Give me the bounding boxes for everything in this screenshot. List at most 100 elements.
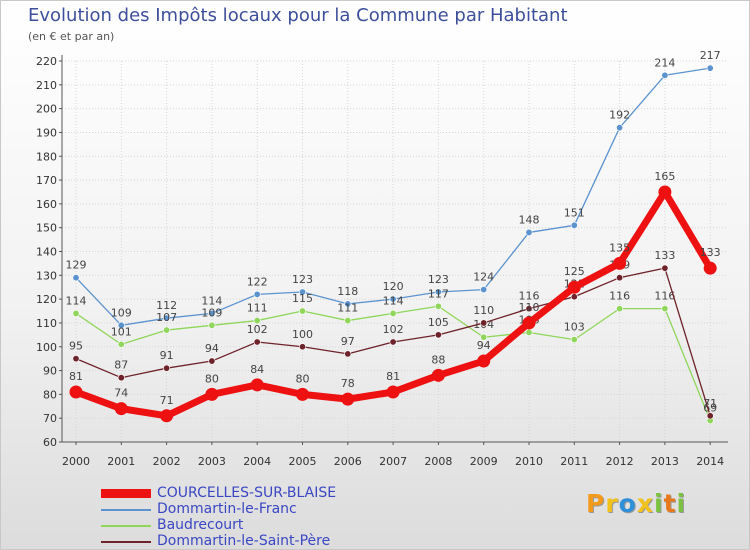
data-label-courcelles-sur-blaise: 74 (114, 387, 128, 400)
y-tick-label: 60 (43, 436, 57, 449)
data-point-baudrecourt (344, 317, 352, 325)
data-label-dommartin-le-franc: 109 (111, 306, 132, 319)
data-point-dommartin-le-franc (253, 290, 261, 298)
data-point-dommartin-le-saint-p-re (389, 338, 397, 346)
data-label-baudrecourt: 114 (383, 294, 404, 307)
data-point-baudrecourt (570, 336, 578, 344)
x-tick-label: 2006 (334, 455, 362, 468)
x-tick-label: 2014 (696, 455, 724, 468)
y-tick-label: 90 (43, 365, 57, 378)
data-label-dommartin-le-franc: 148 (519, 213, 540, 226)
data-label-dommartin-le-franc: 112 (156, 299, 177, 312)
data-point-courcelles-sur-blaise (477, 354, 491, 368)
data-label-dommartin-le-franc: 217 (700, 49, 721, 62)
data-label-baudrecourt: 115 (292, 292, 313, 305)
data-point-dommartin-le-saint-p-re (253, 338, 261, 346)
data-label-dommartin-le-saint-p-re: 87 (114, 359, 128, 372)
data-point-dommartin-le-saint-p-re (163, 364, 171, 372)
data-point-dommartin-le-franc (661, 71, 669, 79)
data-point-dommartin-le-franc (570, 221, 578, 229)
y-tick-label: 180 (36, 150, 57, 163)
data-point-courcelles-sur-blaise (160, 409, 174, 423)
data-point-baudrecourt (661, 305, 669, 313)
y-tick-label: 110 (36, 317, 57, 330)
y-tick-label: 120 (36, 293, 57, 306)
data-point-dommartin-le-saint-p-re (570, 293, 578, 301)
data-label-courcelles-sur-blaise: 71 (160, 394, 174, 407)
x-tick-label: 2007 (379, 455, 407, 468)
data-label-dommartin-le-franc: 122 (247, 275, 268, 288)
data-label-dommartin-le-saint-p-re: 71 (703, 397, 717, 410)
legend-label: Dommartin-le-Saint-Père (157, 533, 331, 549)
data-label-dommartin-le-franc: 129 (66, 259, 87, 272)
data-point-baudrecourt (434, 302, 442, 310)
chart-subtitle: (en € et par an) (28, 30, 115, 43)
x-tick-label: 2003 (198, 455, 226, 468)
data-point-dommartin-le-franc (208, 309, 216, 317)
data-label-baudrecourt: 116 (609, 290, 630, 303)
data-label-dommartin-le-saint-p-re: 94 (205, 342, 219, 355)
y-tick-label: 160 (36, 198, 57, 211)
data-point-dommartin-le-franc (706, 64, 714, 72)
data-label-courcelles-sur-blaise: 81 (386, 370, 400, 383)
x-tick-label: 2012 (606, 455, 634, 468)
chart-title: Evolution des Impôts locaux pour la Comm… (28, 5, 568, 26)
data-label-dommartin-le-saint-p-re: 116 (519, 290, 540, 303)
data-label-dommartin-le-franc: 114 (201, 294, 222, 307)
y-tick-label: 220 (36, 55, 57, 68)
y-tick-label: 190 (36, 126, 57, 139)
y-tick-label: 200 (36, 103, 57, 116)
data-label-baudrecourt: 109 (201, 306, 222, 319)
data-label-baudrecourt: 101 (111, 325, 132, 338)
data-label-courcelles-sur-blaise: 78 (341, 377, 355, 390)
logo-letter: r (605, 489, 619, 518)
data-point-dommartin-le-saint-p-re (208, 357, 216, 365)
data-point-baudrecourt (480, 333, 488, 341)
data-label-dommartin-le-franc: 214 (654, 56, 675, 69)
data-point-courcelles-sur-blaise (567, 280, 581, 294)
legend-swatch-baudrecourt (101, 525, 151, 527)
data-label-courcelles-sur-blaise: 165 (654, 170, 675, 183)
data-point-dommartin-le-franc (298, 288, 306, 296)
y-tick-label: 70 (43, 412, 57, 425)
x-tick-label: 2000 (62, 455, 90, 468)
data-label-dommartin-le-franc: 124 (473, 271, 494, 284)
y-tick-label: 130 (36, 269, 57, 282)
data-point-baudrecourt (389, 309, 397, 317)
logo-letter: i (654, 489, 664, 518)
data-label-dommartin-le-franc: 151 (564, 206, 585, 219)
data-point-dommartin-le-franc (525, 228, 533, 236)
data-point-dommartin-le-franc (163, 314, 171, 322)
x-tick-label: 2013 (651, 455, 679, 468)
data-point-dommartin-le-saint-p-re (661, 264, 669, 272)
x-tick-label: 2009 (470, 455, 498, 468)
data-point-dommartin-le-franc (616, 124, 624, 132)
y-tick-label: 140 (36, 246, 57, 259)
data-point-baudrecourt (72, 309, 80, 317)
logo-letter: x (636, 489, 654, 518)
data-point-dommartin-le-saint-p-re (434, 331, 442, 339)
data-label-baudrecourt: 111 (247, 302, 268, 315)
data-label-courcelles-sur-blaise: 84 (250, 363, 264, 376)
data-point-courcelles-sur-blaise (522, 316, 536, 330)
data-label-courcelles-sur-blaise: 133 (700, 246, 721, 259)
y-tick-label: 170 (36, 174, 57, 187)
data-point-dommartin-le-franc (434, 288, 442, 296)
data-label-dommartin-le-franc: 192 (609, 109, 630, 122)
data-point-dommartin-le-franc (480, 286, 488, 294)
data-label-dommartin-le-saint-p-re: 110 (473, 304, 494, 317)
data-point-dommartin-le-saint-p-re (706, 412, 714, 420)
data-label-courcelles-sur-blaise: 110 (519, 301, 540, 314)
logo-letter: o (618, 489, 637, 518)
logo-letter: P (586, 489, 606, 518)
data-point-dommartin-le-saint-p-re (298, 343, 306, 351)
x-tick-label: 2010 (515, 455, 543, 468)
legend-label: Dommartin-le-Franc (157, 501, 297, 517)
data-point-dommartin-le-saint-p-re (616, 274, 624, 282)
data-point-baudrecourt (525, 328, 533, 336)
legend-swatch-dommartin-le-saint-pere (101, 541, 151, 543)
data-point-dommartin-le-saint-p-re (344, 350, 352, 358)
data-label-baudrecourt: 114 (66, 294, 87, 307)
data-label-dommartin-le-franc: 123 (428, 273, 449, 286)
